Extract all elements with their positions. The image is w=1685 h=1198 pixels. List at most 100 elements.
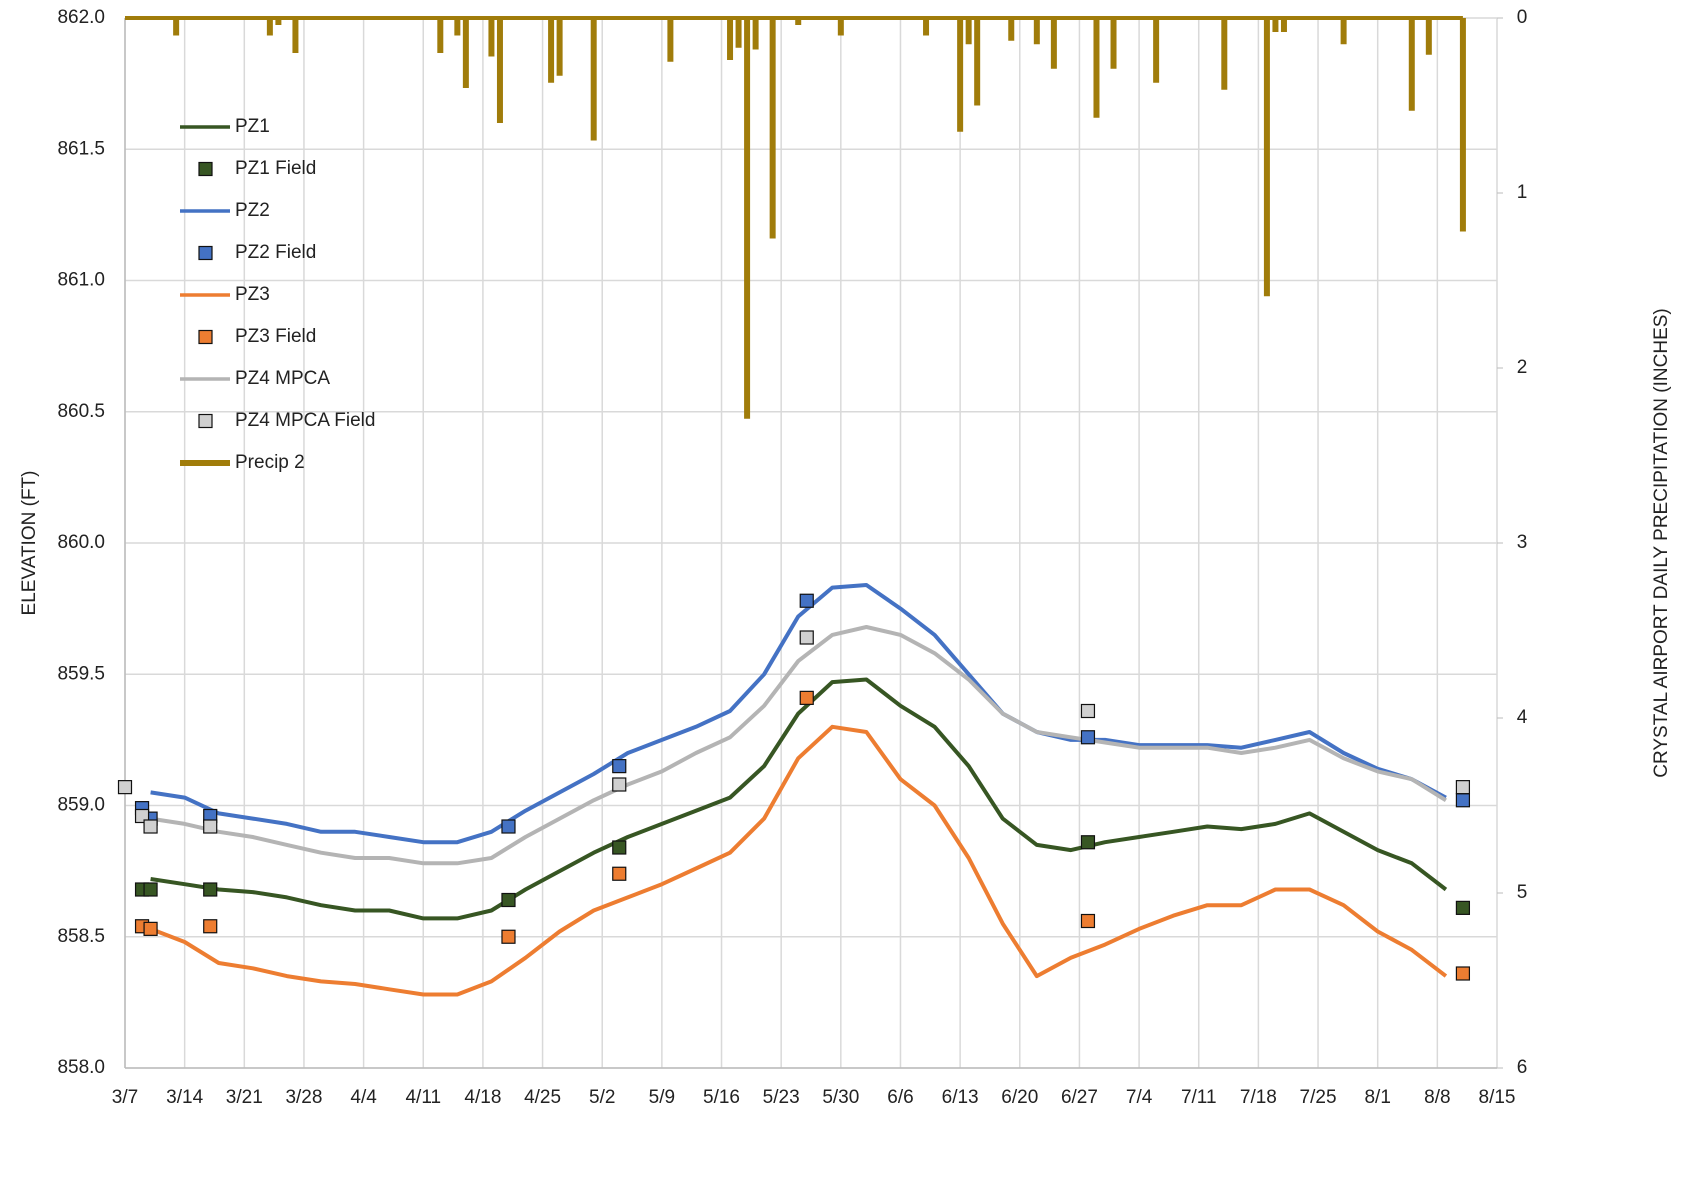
y2-tick-label: 0	[1517, 7, 1528, 28]
field-marker	[1455, 966, 1471, 981]
precip-bar	[1280, 18, 1287, 32]
precip-bar	[1425, 18, 1432, 55]
precip-bar	[974, 18, 981, 106]
legend-marker	[198, 413, 213, 429]
precip-bar	[1221, 18, 1228, 90]
field-marker	[143, 921, 158, 936]
x-tick-label: 3/28	[285, 1087, 322, 1108]
x-tick-label: 7/4	[1126, 1087, 1153, 1108]
precip-bar	[1272, 18, 1279, 32]
x-tick-label: 8/15	[1479, 1087, 1516, 1108]
field-marker	[1080, 703, 1096, 719]
field-marker	[1455, 900, 1471, 915]
y-tick-label: 858.0	[57, 1057, 105, 1078]
field-marker	[612, 866, 627, 881]
y-tick-label: 859.0	[57, 795, 105, 816]
x-tick-label: 6/6	[887, 1087, 913, 1108]
legend-label: PZ1	[235, 116, 270, 137]
field-marker	[612, 777, 627, 792]
series-line	[149, 724, 1448, 997]
legend-label: PZ2	[235, 200, 270, 221]
y2-tick-label: 5	[1517, 882, 1528, 903]
field-marker	[203, 882, 218, 897]
y-tick-label: 861.5	[57, 138, 105, 159]
x-tick-label: 7/18	[1240, 1087, 1277, 1108]
field-marker	[799, 630, 814, 645]
field-marker	[799, 690, 814, 705]
y2-axis-title: CRYSTAL AIRPORT DAILY PRECIPITATION (INC…	[1651, 308, 1672, 777]
field-marker	[1080, 913, 1096, 929]
field-marker	[203, 819, 218, 834]
x-tick-label: 3/7	[112, 1087, 138, 1108]
precip-bar	[795, 18, 802, 25]
precip-bar	[1008, 18, 1015, 41]
x-tick-label: 4/18	[464, 1087, 501, 1108]
field-marker	[501, 929, 516, 944]
field-marker	[799, 593, 814, 608]
y2-tick-label: 1	[1517, 182, 1528, 203]
precip-bar	[437, 18, 444, 53]
field-marker	[1455, 793, 1471, 808]
precip-bar	[1263, 18, 1270, 297]
x-tick-label: 5/9	[649, 1087, 675, 1108]
precip-bar	[769, 18, 776, 239]
precip-bar	[1093, 18, 1100, 118]
precip-bar	[266, 18, 273, 36]
precip-bar	[667, 18, 674, 62]
precip-bar	[548, 18, 555, 83]
field-marker	[1455, 780, 1471, 795]
y-tick-label: 860.5	[57, 401, 105, 422]
y-tick-label: 858.5	[57, 926, 105, 947]
x-tick-label: 7/25	[1300, 1087, 1337, 1108]
field-marker	[501, 892, 516, 908]
precip-bar	[173, 18, 180, 36]
series-line	[150, 625, 1447, 866]
x-tick-label: 4/4	[350, 1087, 377, 1108]
x-tick-label: 4/11	[405, 1087, 441, 1108]
legend-marker	[198, 161, 213, 177]
x-tick-label: 6/27	[1061, 1087, 1098, 1108]
field-marker	[117, 780, 133, 795]
precip-bar	[496, 18, 503, 123]
legend-marker	[198, 245, 213, 261]
precip-bar	[292, 18, 299, 53]
precip-bar	[1408, 18, 1415, 111]
field-marker	[143, 819, 158, 834]
y-tick-label: 862.0	[57, 7, 105, 28]
precip-bar	[556, 18, 563, 76]
precip-bar	[752, 18, 759, 50]
precip-bar	[735, 18, 742, 48]
precip-bar	[462, 18, 469, 88]
precip-bar	[1033, 18, 1040, 45]
y2-tick-label: 3	[1517, 532, 1528, 553]
x-tick-label: 5/16	[703, 1087, 740, 1108]
x-tick-label: 3/14	[166, 1087, 203, 1108]
legend-label: PZ2 Field	[235, 242, 316, 263]
x-tick-label: 5/2	[589, 1087, 615, 1108]
precip-bar	[1153, 18, 1160, 83]
precip-bar	[1459, 18, 1466, 232]
precip-bar	[1110, 18, 1117, 69]
precip-bar	[1050, 18, 1057, 69]
field-marker	[143, 882, 158, 897]
legend-label: Precip 2	[235, 452, 305, 473]
precip-bar	[1340, 18, 1347, 45]
legend-marker	[198, 329, 213, 345]
y-tick-label: 860.0	[57, 532, 105, 553]
y2-tick-label: 6	[1517, 1057, 1528, 1078]
legend-label: PZ3 Field	[235, 326, 316, 347]
series-line	[150, 677, 1448, 921]
precip-bar	[590, 18, 597, 141]
x-tick-label: 6/20	[1001, 1087, 1038, 1108]
series-line	[150, 583, 1447, 845]
field-marker	[1080, 835, 1096, 850]
y-tick-label: 859.5	[57, 663, 105, 684]
precip-bar	[837, 18, 844, 36]
legend-label: PZ4 MPCA	[235, 368, 330, 389]
precip-bar	[454, 18, 461, 36]
field-marker	[1080, 730, 1096, 745]
precip-bar	[727, 18, 734, 60]
precip-bar	[488, 18, 495, 57]
precip-bar	[275, 18, 282, 25]
